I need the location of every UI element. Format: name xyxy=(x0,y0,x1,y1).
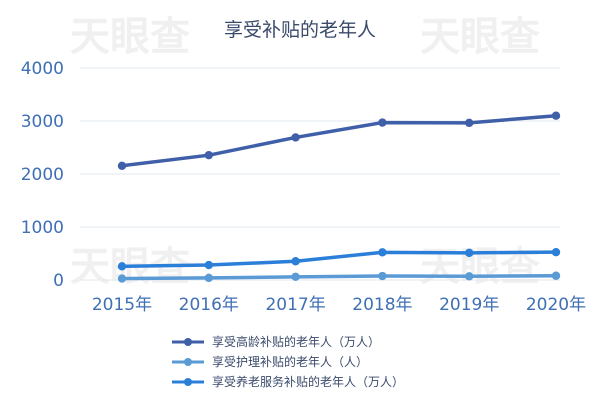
data-point xyxy=(117,274,127,283)
legend: 享受高龄补贴的老年人（万人） 享受护理补贴的老年人（人） 享受养老服务补贴的老年人（… xyxy=(172,334,404,389)
data-point xyxy=(117,161,127,170)
y-tick-label: 2000 xyxy=(21,165,64,185)
x-tick-label: 2020年 xyxy=(526,295,586,315)
legend-marker xyxy=(184,378,192,386)
y-axis-ticks: 0 1000 2000 3000 4000 xyxy=(21,59,64,291)
x-tick-label: 2016年 xyxy=(179,295,239,315)
data-point xyxy=(378,118,387,127)
legend-label: 享受护理补贴的老年人（人） xyxy=(212,354,368,369)
y-tick-label: 1000 xyxy=(21,218,64,238)
x-tick-label: 2018年 xyxy=(352,295,412,315)
watermark: 天眼查 天眼查 天眼查 天眼查 xyxy=(70,14,540,290)
data-point xyxy=(378,271,387,281)
data-point xyxy=(291,257,300,266)
legend-label: 享受高龄补贴的老年人（万人） xyxy=(212,334,380,349)
y-tick-label: 4000 xyxy=(21,59,64,79)
series-line xyxy=(120,274,558,281)
series-lines xyxy=(117,111,561,283)
data-point xyxy=(204,150,213,160)
series-line xyxy=(120,250,558,269)
legend-marker xyxy=(184,338,192,346)
legend-label: 享受养老服务补贴的老年人（万人） xyxy=(212,374,404,389)
data-point xyxy=(204,273,213,283)
watermark-logo: 天眼查 xyxy=(70,14,190,60)
data-point xyxy=(465,118,474,128)
y-tick-label: 3000 xyxy=(21,112,64,132)
watermark-logo: 天眼查 xyxy=(420,14,540,60)
y-tick-label: 0 xyxy=(53,271,64,291)
data-point xyxy=(551,111,561,120)
x-axis-ticks: 2015年 2016年 2017年 2018年 2019年 2020年 xyxy=(92,295,586,315)
data-point xyxy=(117,262,127,271)
data-point xyxy=(204,260,213,270)
data-point xyxy=(378,248,387,257)
series-line xyxy=(120,113,558,168)
x-tick-label: 2019年 xyxy=(439,295,499,315)
x-tick-label: 2017年 xyxy=(265,295,325,315)
legend-marker xyxy=(184,358,192,366)
data-point xyxy=(551,271,561,280)
data-point xyxy=(465,248,474,258)
data-point xyxy=(465,272,474,281)
x-tick-label: 2015年 xyxy=(92,295,152,315)
data-point xyxy=(291,133,300,142)
data-point xyxy=(291,272,300,282)
data-point xyxy=(551,247,561,257)
chart-title: 享受补贴的老年人 xyxy=(224,19,376,41)
